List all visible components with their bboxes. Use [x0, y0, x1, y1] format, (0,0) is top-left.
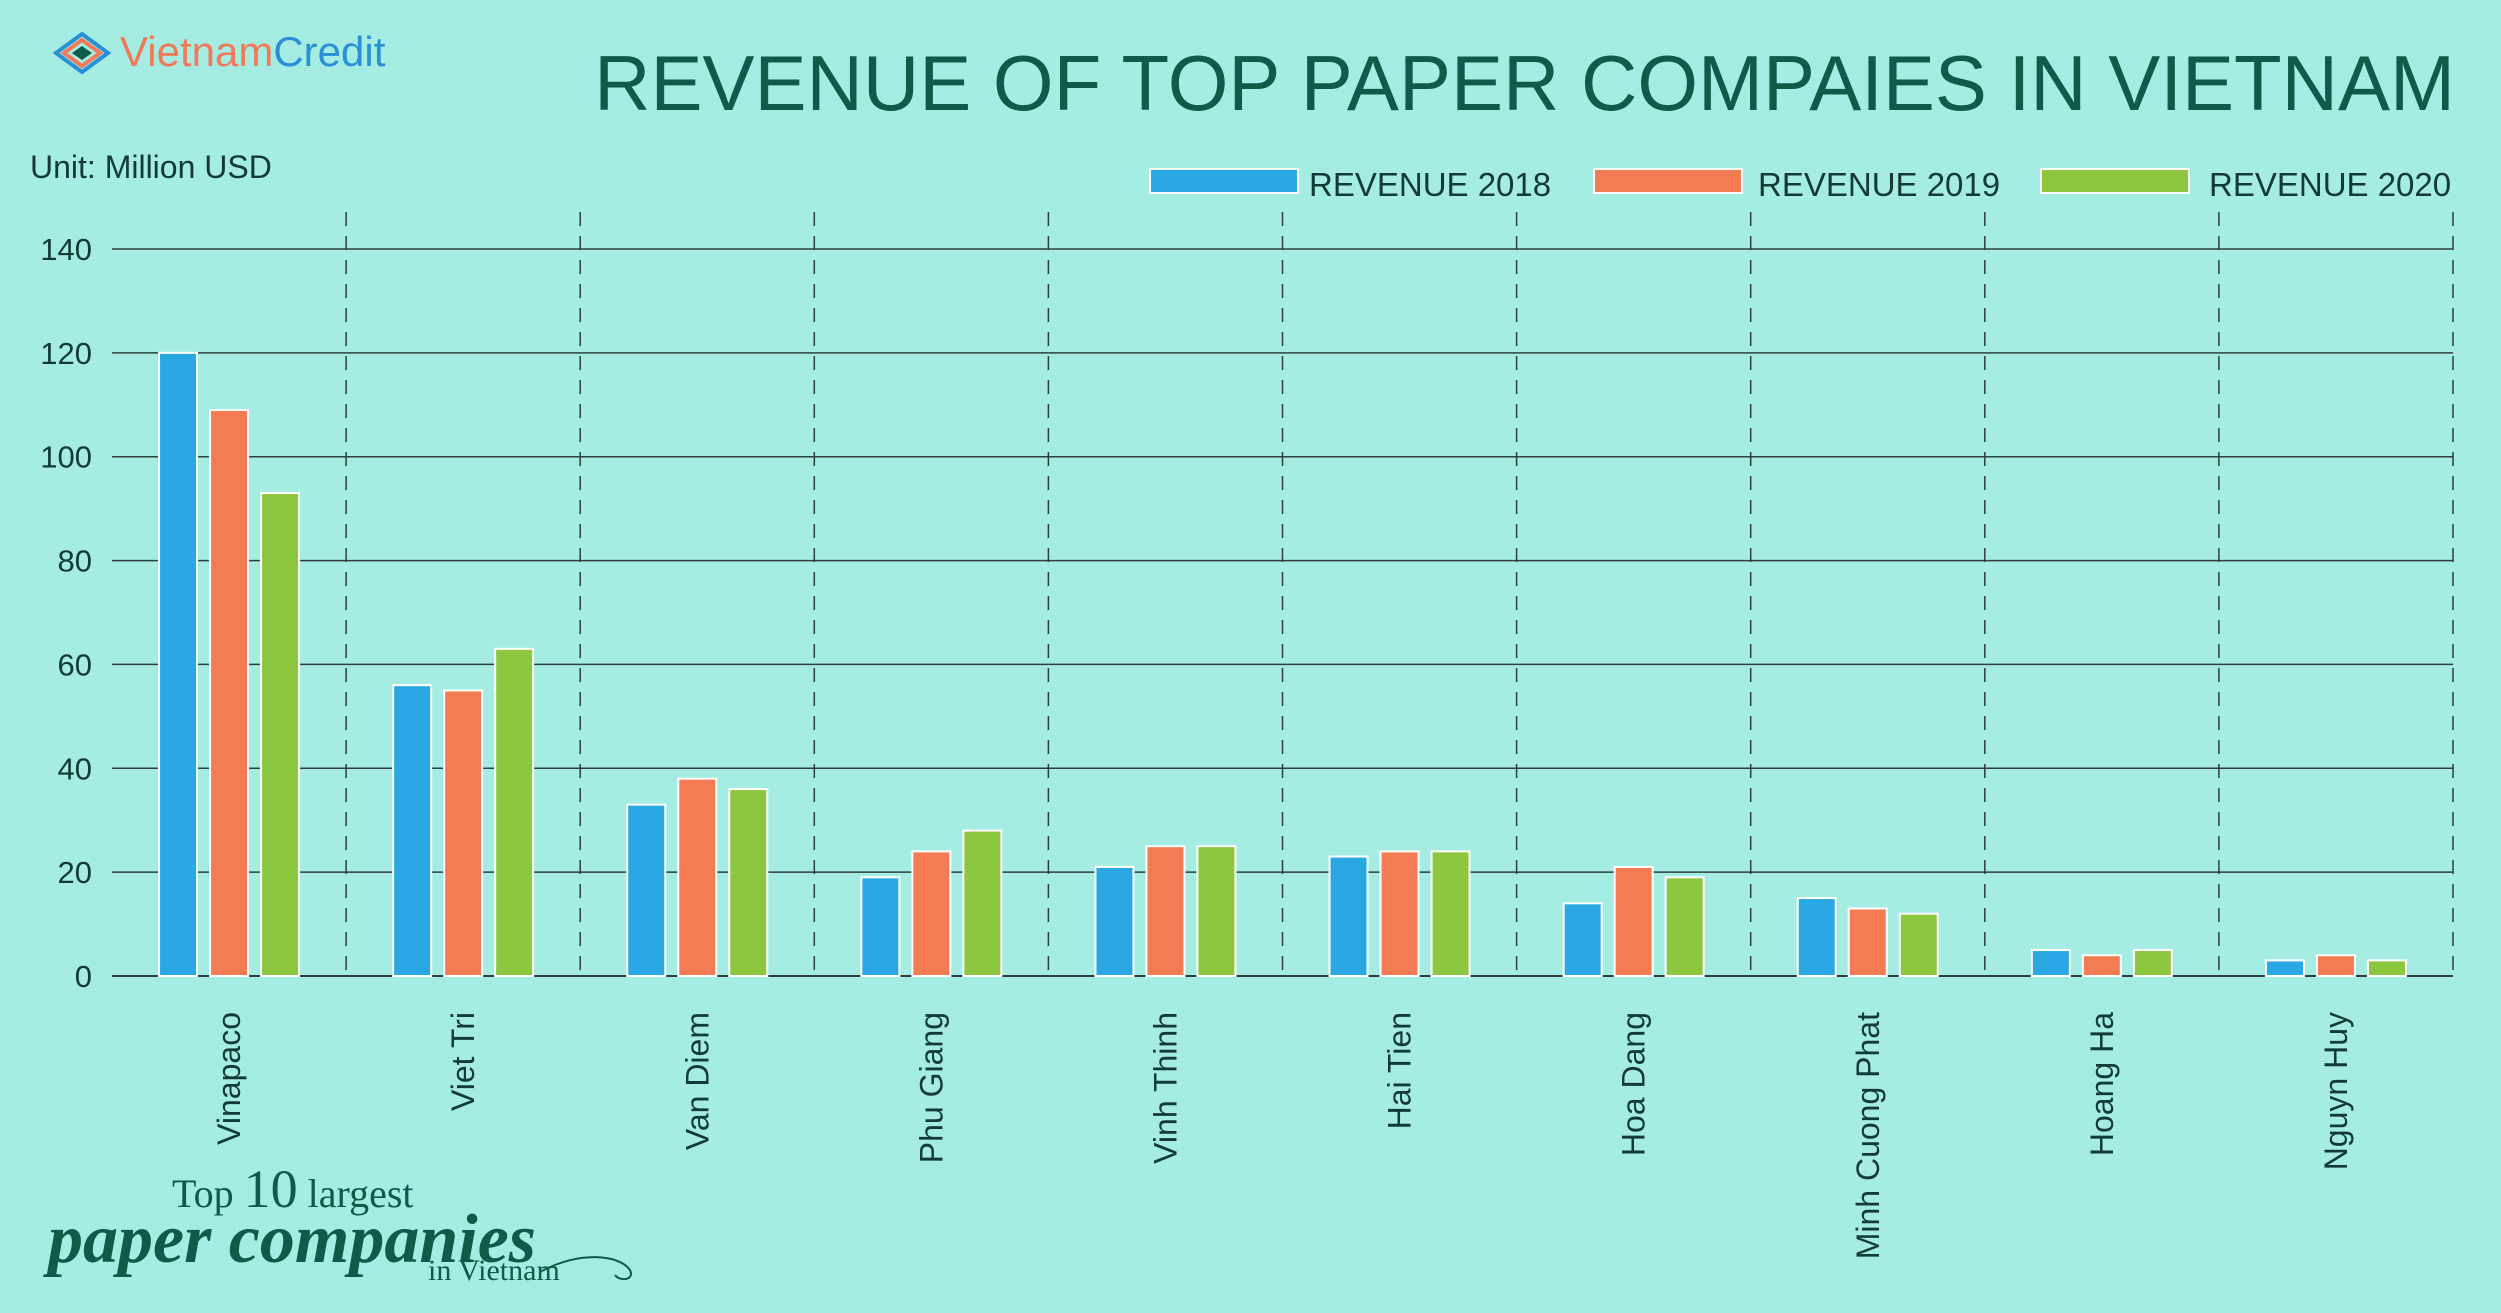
bar-van-diem-2019: [677, 777, 718, 978]
bar-phu-giang-2020: [962, 829, 1003, 977]
y-axis-ticks: 0 20 40 60 80 100 120 140: [40, 232, 92, 994]
bar-nguyn-huy-2020: [2366, 959, 2407, 978]
y-tick-label: 80: [58, 544, 92, 579]
x-axis-label: Vinh Thinh: [1147, 1012, 1183, 1164]
bar-minh-cuong-phat-2018: [1796, 897, 1837, 977]
x-axis-label: Minh Cuong Phat: [1850, 1012, 1886, 1259]
bar-vinh-thinh-2020: [1196, 845, 1237, 978]
bar-vinapaco-2018: [158, 351, 199, 978]
logo-icon: [52, 31, 112, 75]
bar-hoa-dang-2020: [1664, 876, 1705, 977]
bar-van-diem-2018: [626, 803, 667, 978]
bar-hoang-ha-2020: [2132, 949, 2173, 977]
legend-swatch-2020: [2040, 168, 2190, 194]
bar-vinh-thinh-2018: [1094, 865, 1135, 978]
legend-label-2019: REVENUE 2019: [1758, 166, 2000, 203]
legend: REVENUE 2018 REVENUE 2019 REVENUE 2020: [1149, 166, 2451, 203]
footer-top-number: 10: [244, 1159, 298, 1219]
footer-title: Top 10 largest paper companies in Vietna…: [43, 1159, 632, 1287]
bar-hoa-dang-2019: [1613, 865, 1654, 978]
bar-hai-tien-2018: [1328, 855, 1369, 977]
bars: [158, 351, 2407, 978]
x-axis-label: Hai Tien: [1382, 1012, 1418, 1129]
bar-vinapaco-2020: [260, 492, 301, 977]
bar-vinh-thinh-2019: [1145, 845, 1186, 978]
footer-main-text: paper companies: [43, 1201, 536, 1278]
bar-hoang-ha-2019: [2081, 954, 2122, 978]
x-axis-labels: Vinapaco Viet Tri Van Diem Phu Giang Vinh Th…: [211, 1012, 2354, 1259]
bar-hai-tien-2020: [1430, 850, 1471, 977]
bar-phu-giang-2018: [860, 876, 901, 977]
x-axis-label: Phu Giang: [913, 1012, 949, 1163]
x-axis-label: Vinapaco: [211, 1012, 247, 1145]
bar-vinapaco-2019: [209, 408, 250, 977]
y-tick-label: 20: [58, 855, 92, 890]
footer-top-text: Top: [172, 1171, 244, 1216]
legend-swatch-2018: [1149, 168, 1299, 194]
bar-hoang-ha-2018: [2030, 949, 2071, 977]
category-separators: [345, 212, 2454, 976]
footer-swash: [539, 1256, 632, 1281]
y-tick-label: 40: [58, 751, 92, 786]
legend-swatch-2019: [1593, 168, 1743, 194]
bar-hai-tien-2019: [1379, 850, 1420, 977]
bar-minh-cuong-phat-2019: [1847, 907, 1888, 977]
logo-text-vietnam: Vietnam: [120, 28, 273, 75]
y-tick-label: 120: [40, 336, 92, 371]
x-axis-label: Van Diem: [679, 1012, 715, 1150]
svg-text:Top 10 largest: Top 10 largest: [172, 1159, 414, 1219]
vietnamcredit-logo: VietnamCredit: [52, 28, 386, 75]
bar-van-diem-2020: [728, 788, 769, 977]
y-tick-label: 0: [75, 959, 92, 994]
bar-minh-cuong-phat-2020: [1898, 912, 1939, 978]
x-axis-label: Hoa Dang: [1616, 1012, 1652, 1156]
x-axis-label: Nguyn Huy: [2318, 1012, 2354, 1170]
unit-label: Unit: Million USD: [30, 149, 272, 185]
bar-viet-tri-2019: [443, 689, 484, 978]
bar-phu-giang-2019: [911, 850, 952, 977]
bar-nguyn-huy-2018: [2264, 959, 2305, 978]
svg-text:VietnamCredit: VietnamCredit: [120, 28, 386, 75]
bar-nguyn-huy-2019: [2315, 954, 2356, 978]
legend-label-2020: REVENUE 2020: [2209, 166, 2451, 203]
bar-viet-tri-2018: [392, 684, 433, 977]
logo-text-credit: Credit: [273, 28, 385, 75]
y-tick-label: 140: [40, 232, 92, 267]
bar-viet-tri-2020: [494, 647, 535, 977]
footer-largest-text: largest: [298, 1171, 414, 1216]
x-axis-label: Viet Tri: [445, 1012, 481, 1111]
y-tick-label: 60: [58, 647, 92, 682]
chart-title: REVENUE OF TOP PAPER COMPAIES IN VIETNAM: [594, 39, 2455, 127]
footer-sub-text: in Vietnam: [428, 1254, 560, 1287]
bar-hoa-dang-2018: [1562, 902, 1603, 977]
x-axis-label: Hoang Ha: [2084, 1012, 2120, 1156]
legend-label-2018: REVENUE 2018: [1309, 166, 1551, 203]
y-tick-label: 100: [40, 440, 92, 475]
